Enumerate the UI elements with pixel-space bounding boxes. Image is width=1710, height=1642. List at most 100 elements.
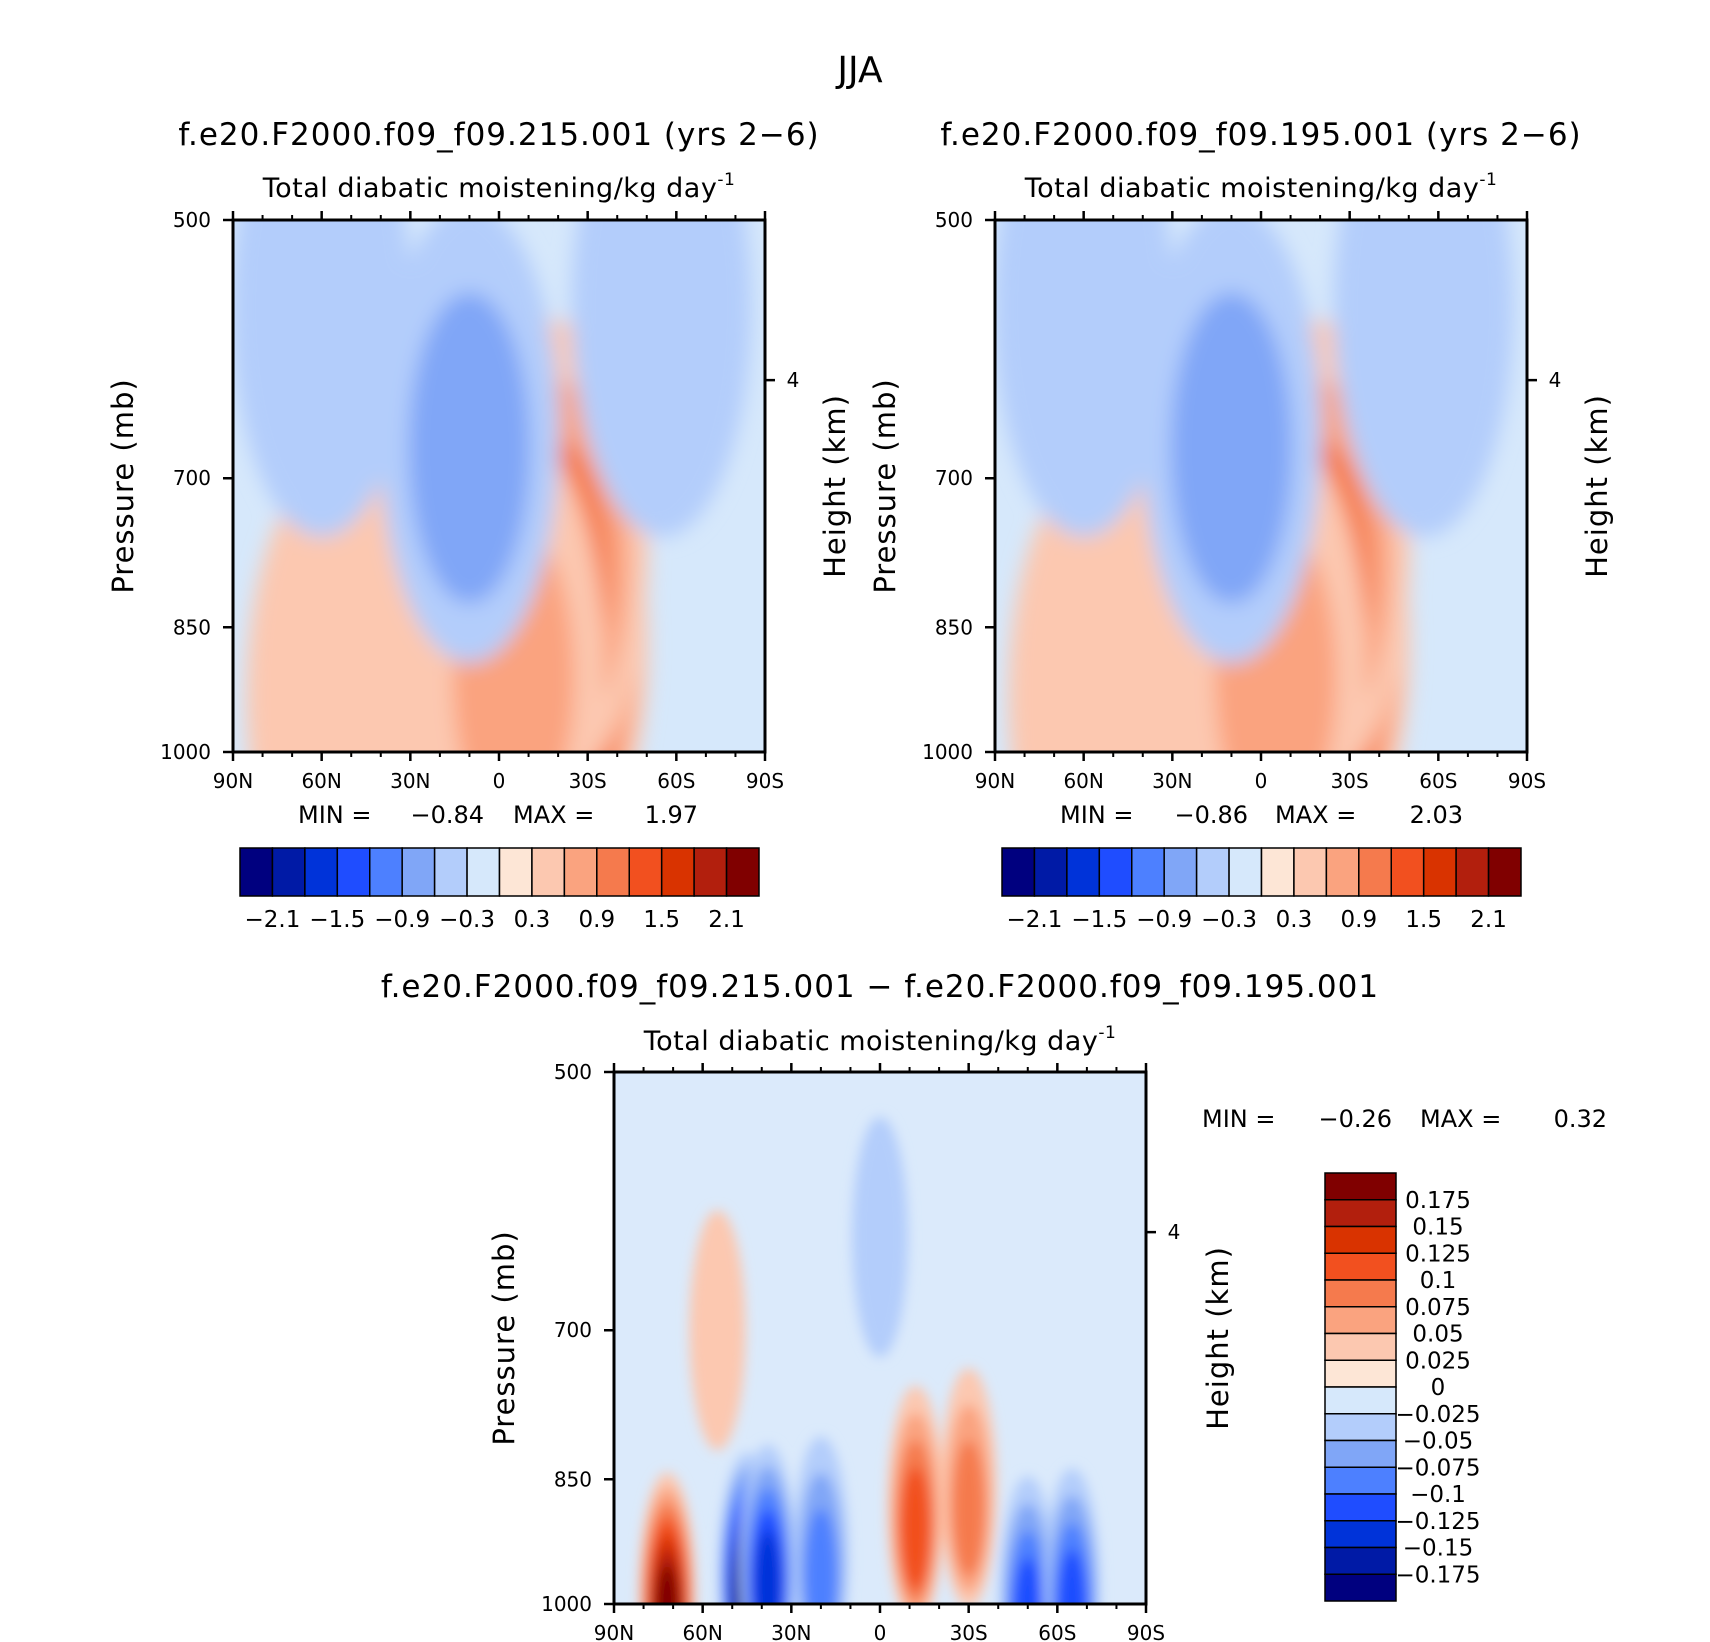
panel-2-colorbar-label-14: −0.175 [1395, 1562, 1480, 1588]
panel-0-colorbar-label-0: −2.1 [245, 907, 301, 933]
panel-1-colorbar-bin-7 [1228, 847, 1263, 897]
panel-2-blobs [639, 1117, 1101, 1604]
panel-1-colorbar-bin-11 [1358, 847, 1393, 897]
panel-2-colorbar-bin-0 [1324, 1172, 1397, 1201]
panel-0-colorbar: −2.1 −1.5 −0.9 −0.3 0.3 0.9 1.5 2.1 [239, 847, 760, 933]
panel-1-ytick-label-1: 700 [935, 466, 973, 490]
panel-2: f.e20.F2000.f09_f09.215.001 − f.e20.F200… [381, 969, 1607, 1642]
panel-1: f.e20.F2000.f09_f09.195.001 (yrs 2−6) To… [868, 117, 1614, 933]
panel-0-colorbar-bin-6 [433, 847, 468, 897]
panel-1-colorbar-label-0: −2.1 [1007, 907, 1063, 933]
panel-0-colorbar-bin-4 [369, 847, 403, 897]
panel-1-colorbar-bin-10 [1325, 847, 1360, 897]
panel-2-ytick-label-3: 1000 [541, 1592, 592, 1616]
panel-0-colorbar-bin-2 [304, 847, 339, 897]
panel-2-xtick-label-4: 30S [950, 1621, 988, 1642]
panel-2-colorbar-label-11: −0.1 [1410, 1482, 1466, 1508]
panel-2-colorbar-bin-6 [1324, 1332, 1397, 1361]
panel-0-colorbar-label-1: −1.5 [309, 907, 365, 933]
panel-0-colorbar-bin-15 [725, 847, 760, 897]
panel-2-colorbar-label-9: −0.05 [1403, 1429, 1473, 1455]
panel-2-xtick-label-1: 60N [682, 1621, 722, 1642]
panel-2-feature-2-level-4 [754, 1531, 782, 1604]
panel-2-ytick-label-2: 850 [554, 1467, 592, 1491]
panel-1-rtick-label-0: 4 [1549, 368, 1562, 392]
panel-2-xtick-label-3: 0 [874, 1621, 887, 1642]
panel-0-blobs [233, 220, 752, 752]
panel-0-colorbar-bin-11 [596, 847, 630, 897]
panel-2-colorbar-bin-12 [1324, 1493, 1397, 1522]
panel-0-contours [233, 220, 752, 752]
panel-1-subtitle: Total diabatic moistening/kg day-1 [1024, 170, 1498, 204]
panel-0-colorbar-bin-0 [239, 847, 274, 897]
panel-0-ytick-label-1: 700 [173, 466, 211, 490]
panel-0-colorbar-bin-14 [693, 847, 728, 897]
panel-0-max-value: 1.97 [645, 801, 698, 829]
panel-2-min-label: MIN = [1202, 1105, 1275, 1133]
panel-0-colorbar-bin-7 [466, 847, 501, 897]
panel-0-min-label: MIN = [298, 801, 371, 829]
panel-2-feature-9-level-0 [852, 1117, 908, 1358]
panel-1-ylabel: Pressure (mb) [868, 378, 902, 593]
panel-0-xtick-label-5: 60S [657, 769, 695, 793]
panel-2-colorbar-label-4: 0.075 [1405, 1295, 1471, 1321]
panel-1-xtick-label-4: 30S [1331, 769, 1369, 793]
panel-0-colorbar-label-4: 0.3 [514, 907, 551, 933]
panel-1-blobs [995, 220, 1514, 752]
panel-1-colorbar-label-6: 1.5 [1405, 907, 1442, 933]
panel-1-ylabel-right: Height (km) [1580, 394, 1614, 578]
panel-1-feature-9-level-0 [1333, 220, 1514, 537]
panel-2-ylabel: Pressure (mb) [487, 1230, 521, 1445]
panel-0-colorbar-bin-8 [498, 847, 533, 897]
panel-1-colorbar-bin-13 [1422, 847, 1457, 897]
panel-2-xtick-label-2: 30N [771, 1621, 811, 1642]
panel-2-colorbar-label-12: −0.125 [1395, 1509, 1480, 1535]
panel-2-field [614, 1072, 1146, 1604]
panel-0-axes: 90N 60N 30N 0 30S 60S 90S 500 700 850 1000 4 [160, 208, 799, 793]
panel-1-colorbar-bin-1 [1033, 847, 1068, 897]
panel-1-colorbar-bin-6 [1195, 847, 1230, 897]
panel-0-colorbar-bin-9 [531, 847, 566, 897]
panel-1-ytick-label-2: 850 [935, 615, 973, 639]
panel-2-colorbar-label-13: −0.15 [1403, 1536, 1473, 1562]
panel-1-colorbar-label-7: 2.1 [1470, 907, 1507, 933]
panel-2-colorbar-label-6: 0.025 [1405, 1348, 1471, 1374]
panel-2-colorbar: 0.1750.150.1250.10.0750.050.0250−0.025−0… [1324, 1172, 1481, 1602]
panel-1-feature-3-level-0 [1008, 466, 1189, 752]
panel-0-ylabel: Pressure (mb) [106, 378, 140, 593]
panel-1-colorbar-bin-8 [1260, 847, 1295, 897]
panel-2-colorbar-bin-4 [1324, 1279, 1397, 1308]
panel-1-colorbar-label-4: 0.3 [1276, 907, 1313, 933]
panel-1-max-value: 2.03 [1410, 801, 1463, 829]
panel-1-colorbar-bin-2 [1066, 847, 1101, 897]
panel-2-colorbar-bin-11 [1324, 1466, 1397, 1495]
panel-1-colorbar-bin-3 [1098, 847, 1133, 897]
panel-2-colorbar-label-8: −0.025 [1395, 1402, 1480, 1428]
panel-2-colorbar-label-3: 0.1 [1420, 1268, 1457, 1294]
panel-2-feature-4-level-2 [952, 1440, 985, 1577]
panel-2-subtitle: Total diabatic moistening/kg day-1 [643, 1023, 1117, 1057]
panel-2-xtick-label-5: 60S [1038, 1621, 1076, 1642]
panel-1-colorbar-label-2: −0.9 [1136, 907, 1192, 933]
panel-1-colorbar-label-3: −0.3 [1201, 907, 1257, 933]
panel-2-colorbar-bin-3 [1324, 1252, 1397, 1281]
figure-title: JJA [835, 50, 883, 91]
panel-2-feature-5-level-2 [804, 1508, 837, 1604]
panel-2-colorbar-label-5: 0.05 [1412, 1322, 1463, 1348]
panel-0-ytick-label-3: 1000 [160, 740, 211, 764]
panel-0-ytick-label-0: 500 [173, 208, 211, 232]
panel-0-stats: MIN = −0.84 MAX = 1.97 [298, 801, 698, 829]
panel-0-xtick-label-1: 60N [301, 769, 341, 793]
panel-0-ylabel-right: Height (km) [818, 394, 852, 578]
panel-1-colorbar-bin-0 [1001, 847, 1036, 897]
panel-2-colorbar-bin-13 [1324, 1520, 1397, 1549]
panel-1-xtick-label-2: 30N [1152, 769, 1192, 793]
panel-0-feature-8-level-0 [233, 220, 412, 537]
panel-2-rtick-label-0: 4 [1168, 1220, 1181, 1244]
panel-0-colorbar-label-3: −0.3 [439, 907, 495, 933]
panel-2-colorbar-bin-9 [1324, 1413, 1397, 1442]
panel-1-colorbar-label-1: −1.5 [1071, 907, 1127, 933]
panel-2-contours [639, 1117, 1101, 1604]
panel-1-colorbar-bin-15 [1487, 847, 1522, 897]
